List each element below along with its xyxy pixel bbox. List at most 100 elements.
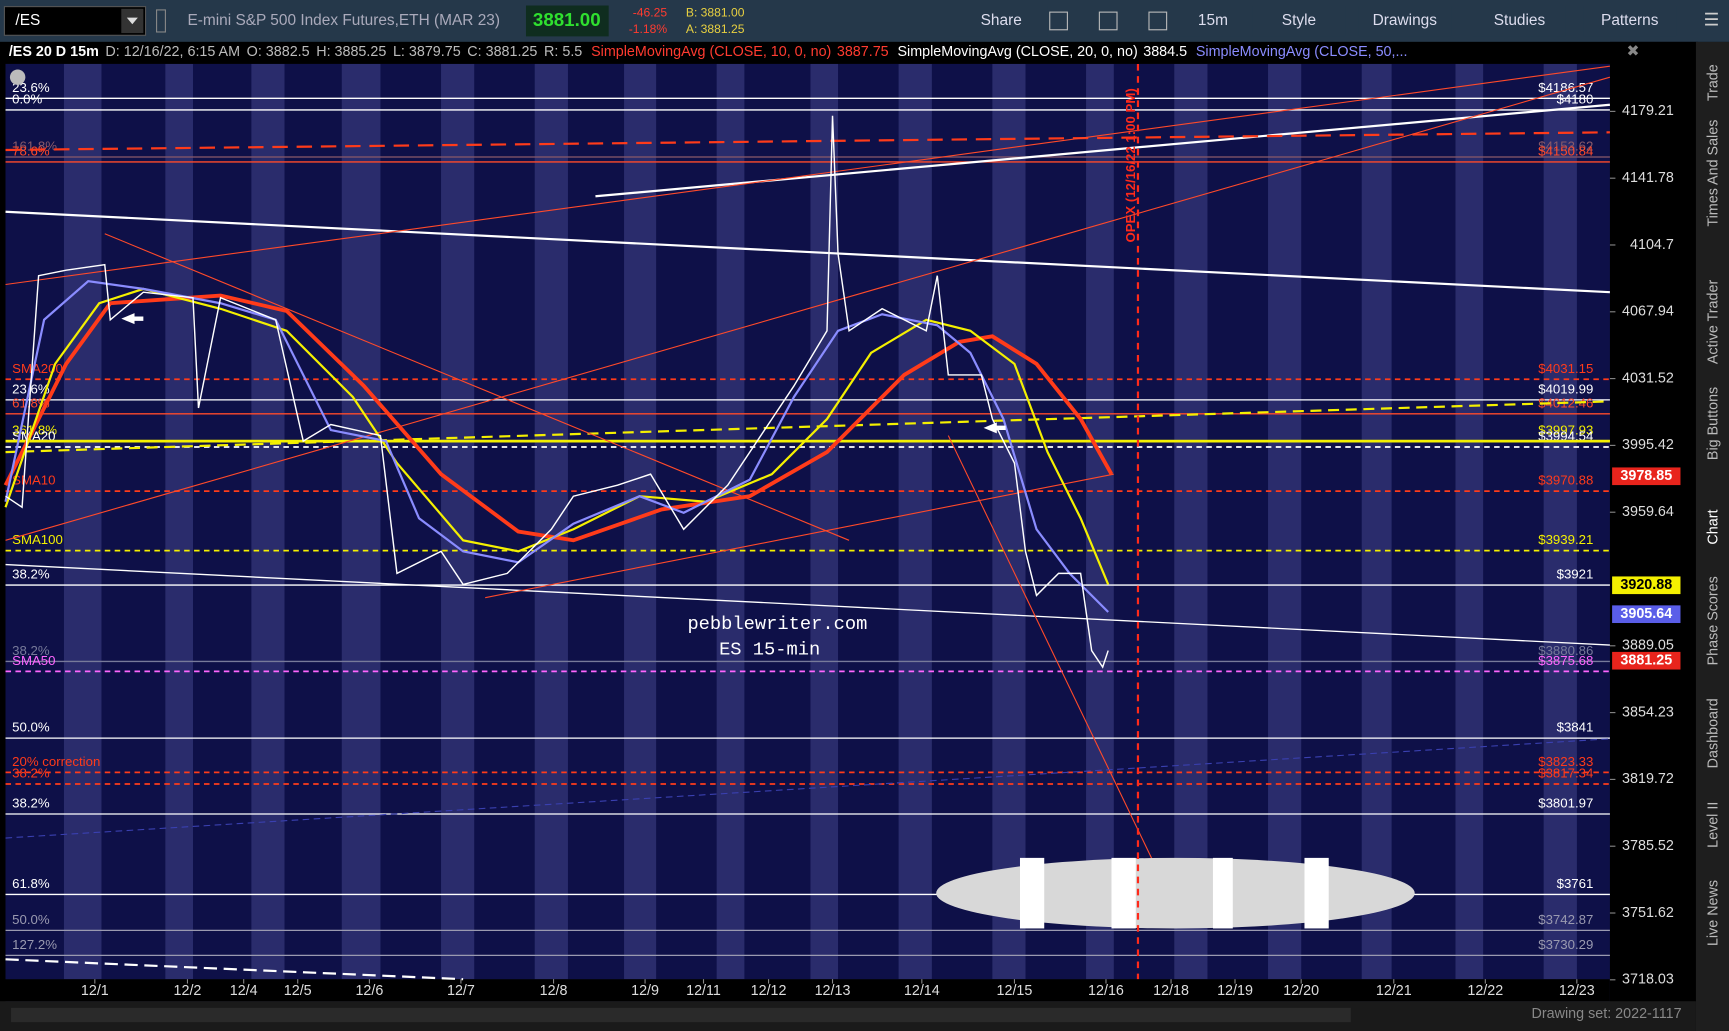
bid: B: 3881.00: [686, 5, 745, 19]
price-tag: [1612, 576, 1681, 595]
light-band: [992, 63, 1026, 980]
toolbar-button[interactable]: [954, 5, 1048, 37]
price-label: 3995.42: [1622, 437, 1674, 453]
side-tab[interactable]: Dashboard: [1705, 698, 1721, 768]
study-value: 3884.5: [1143, 44, 1187, 60]
toolbar-button-label[interactable]: 15m: [1198, 12, 1228, 29]
price-tag-label: 3881.25: [1620, 652, 1672, 668]
toolbar-button-label[interactable]: Share: [981, 12, 1022, 29]
session-bands: [5, 63, 1610, 980]
trend-line: [5, 738, 1610, 839]
ellipse: [936, 857, 1415, 929]
opex-label: OPEX (12/16/22 1:00 PM): [1123, 88, 1138, 242]
side-tab[interactable]: Chart: [1705, 510, 1721, 545]
toolbar-button-label[interactable]: Style: [1282, 12, 1316, 29]
info-bar: [0, 41, 1699, 64]
light-band: [1174, 63, 1208, 980]
price-label: 3889.05: [1622, 638, 1674, 654]
toolbar-button[interactable]: [1583, 5, 1677, 37]
drawing-set[interactable]: Drawing set: 2022-1117: [1532, 1006, 1682, 1022]
trend-line: [947, 435, 1159, 872]
price-tag-label: 3920.88: [1620, 577, 1672, 593]
date-label: 12/8: [540, 983, 568, 999]
light-band: [810, 63, 839, 980]
trend-line: [5, 400, 1610, 454]
toolbar-button-label[interactable]: Patterns: [1601, 12, 1659, 29]
symbol: /ES: [15, 12, 40, 29]
time-axis: [0, 979, 1610, 1002]
level-left-label: 127.2%: [12, 937, 57, 952]
toolbar-icon[interactable]: [1148, 11, 1168, 31]
side-panel: [1695, 41, 1729, 1031]
side-tab[interactable]: Active Trader: [1705, 280, 1721, 365]
dark-band: [656, 63, 717, 980]
price-label: 3959.64: [1622, 504, 1674, 520]
side-tabs: Trade Times And Sales Active Trader Big But…: [1705, 64, 1721, 946]
light-band: [251, 63, 285, 980]
chart-title: /ES 20 D 15m: [9, 44, 99, 60]
study-label: SimpleMovingAvg (CLOSE, 20, 0, no): [897, 44, 1137, 60]
level-right-label: $4150.84: [1538, 144, 1593, 159]
arrow-marker: [121, 313, 144, 325]
dark-band: [1301, 63, 1362, 980]
date-label: 12/19: [1217, 983, 1253, 999]
toolbar-button[interactable]: [1358, 5, 1452, 37]
side-tab[interactable]: Live News: [1705, 880, 1721, 946]
light-band: [1543, 63, 1577, 980]
side-tab[interactable]: Phase Scores: [1705, 576, 1721, 665]
price-label: 3718.03: [1622, 972, 1674, 988]
toolbar-button[interactable]: [1252, 5, 1346, 37]
level-left-label: 20% correction: [12, 754, 100, 769]
light-band: [1268, 63, 1302, 980]
price-tag: [1612, 651, 1681, 670]
menu-icon[interactable]: ☰: [1704, 10, 1720, 30]
level-right-label: $3970.88: [1538, 473, 1593, 488]
info-icon[interactable]: [9, 69, 26, 85]
side-tab[interactable]: Big Buttons: [1705, 387, 1721, 460]
toolbar-button-label[interactable]: Drawings: [1373, 12, 1438, 29]
link-icon[interactable]: [156, 9, 166, 33]
price-label: 4104.7: [1630, 237, 1674, 253]
side-tab[interactable]: Times And Sales: [1705, 120, 1721, 227]
side-tab[interactable]: Trade: [1705, 64, 1721, 101]
sma50-line: [3, 293, 1114, 543]
level-right-label: $3841: [1557, 720, 1594, 735]
side-tab[interactable]: Level II: [1705, 802, 1721, 848]
level-right-label: $4031.15: [1538, 361, 1593, 376]
level-right-label: $3875.68: [1538, 653, 1593, 668]
level-right-label: $4180: [1557, 92, 1594, 107]
toolbar-icon[interactable]: [1098, 11, 1118, 31]
price-label: 3751.62: [1622, 905, 1674, 921]
date-label: 12/9: [631, 983, 659, 999]
price-tag: [1612, 467, 1681, 486]
date-label: 12/18: [1153, 983, 1189, 999]
date-label: 12/14: [904, 983, 940, 999]
ellipse-stripe: [1019, 857, 1045, 929]
dark-band: [838, 63, 899, 980]
toolbar-button[interactable]: [1473, 5, 1566, 37]
price-label: 4141.78: [1622, 170, 1674, 186]
level-right-label: $3997.93: [1538, 422, 1593, 437]
light-band: [1361, 63, 1392, 980]
scrollbar[interactable]: [11, 1007, 1351, 1023]
trend-line: [5, 563, 1610, 646]
toolbar-icon[interactable]: [1049, 11, 1068, 31]
light-band: [716, 63, 745, 980]
price-series: [3, 115, 1114, 669]
dark-band: [1483, 63, 1544, 980]
date-label: 12/21: [1376, 983, 1412, 999]
level-left-label: 78.6%: [12, 144, 50, 159]
level-right-label: $3823.33: [1538, 754, 1593, 769]
date-label: 12/11: [686, 983, 721, 999]
ellipse-stripe: [1304, 857, 1329, 929]
toolbar-button-label[interactable]: Studies: [1494, 12, 1546, 29]
ohlc-field: H: 3885.25: [316, 44, 386, 60]
toolbar-button[interactable]: [1166, 5, 1260, 37]
price-label: 4179.21: [1622, 103, 1674, 119]
close-icon[interactable]: ✖: [1626, 43, 1639, 60]
date-label: 12/6: [355, 983, 383, 999]
date-label: 12/1: [81, 983, 109, 999]
ohlc-field: O: 3882.5: [247, 44, 310, 60]
last-price-box: [525, 5, 609, 37]
